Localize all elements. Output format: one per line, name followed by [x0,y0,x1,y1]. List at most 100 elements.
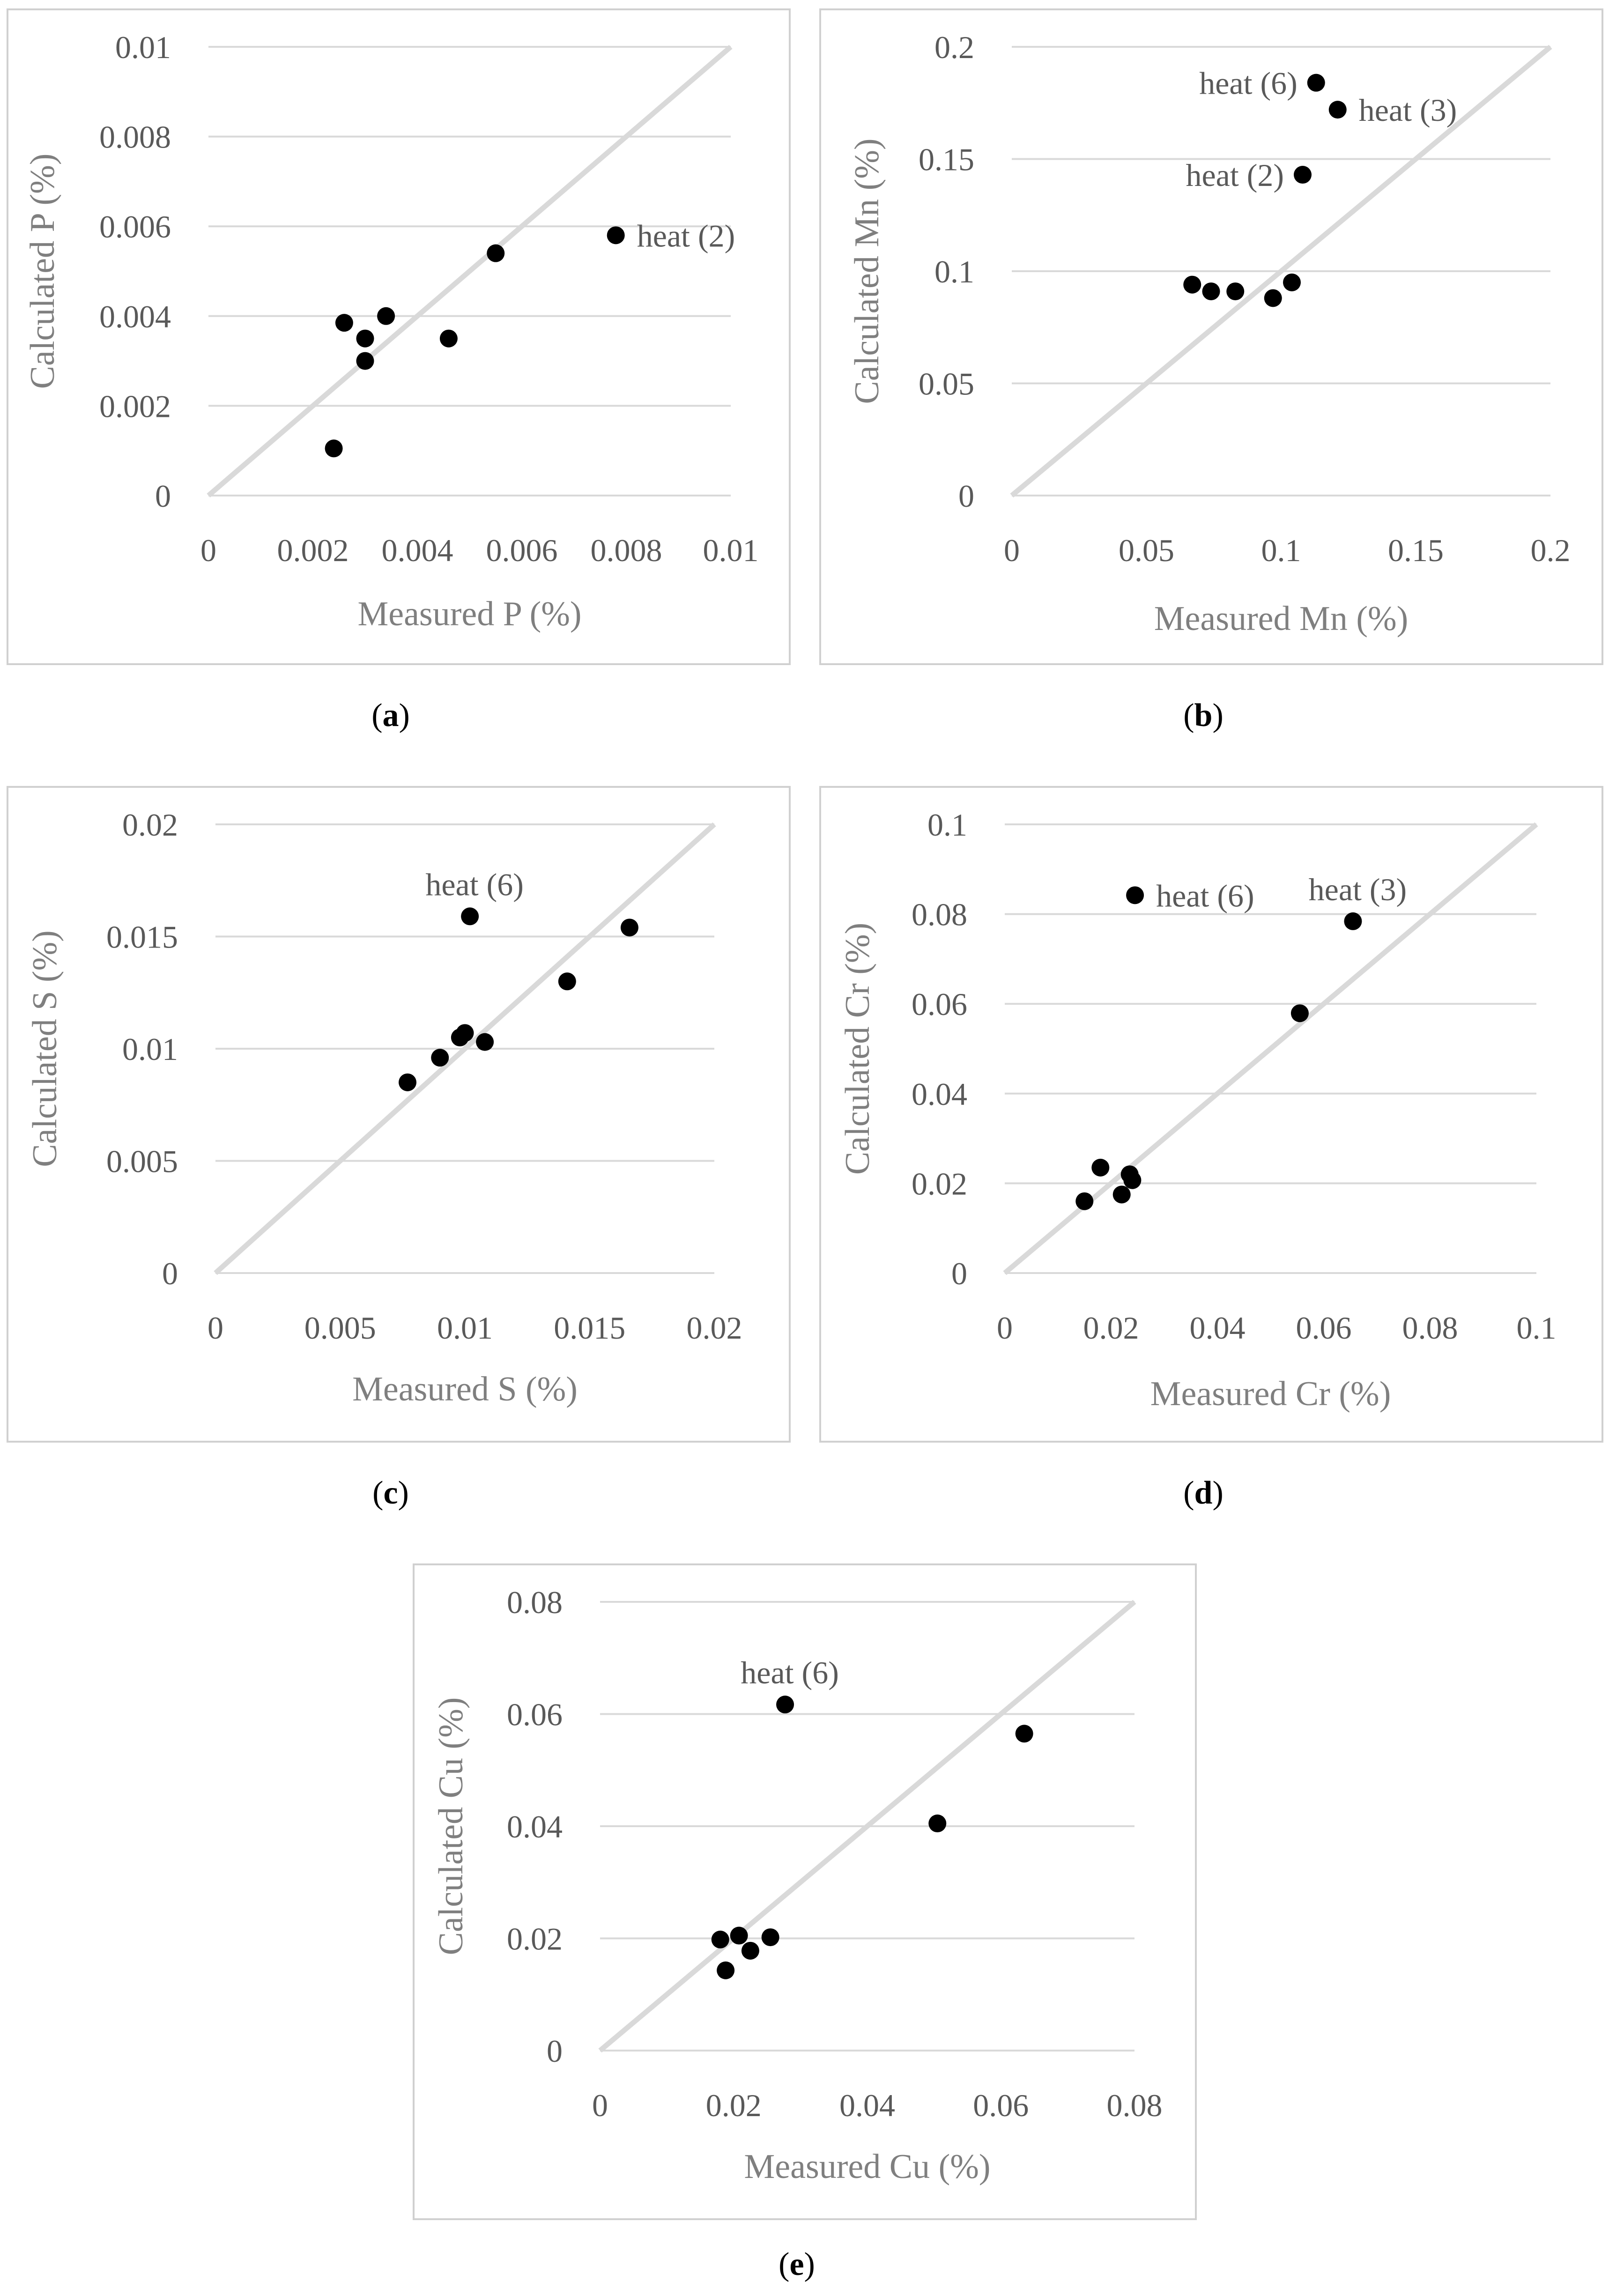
data-point [1307,74,1325,92]
chart-panel-c: 0 0.005 0.01 0.015 0.02 0 0.005 0.01 0.015 0.02 Me… [0,778,796,1527]
data-point [1290,1004,1309,1022]
data-point [1075,1192,1094,1210]
data-point [456,1024,474,1042]
x-axis-title: Measured Cr (%) [1150,1375,1391,1413]
y-tick-label: 0 [958,478,974,514]
y-tick-label: 0.02 [122,807,178,843]
y-tick-label: 0.006 [99,209,171,244]
data-point [1202,282,1220,301]
data-label: heat (3) [1359,92,1457,128]
reference-line [207,44,733,498]
chart-svg-a: 0 0.002 0.004 0.006 0.008 0.01 0 0.002 0.004 0.00… [7,8,791,665]
y-tick-label: 0.004 [99,299,171,334]
chart-frame [7,786,791,1443]
data-point [1264,289,1282,307]
chart-frame [7,8,791,665]
data-point [607,226,625,244]
data-label: heat (6) [741,1655,839,1690]
data-point [1283,273,1301,291]
data-point [325,439,343,458]
chart-panel-a: 0 0.002 0.004 0.006 0.008 0.01 0 0.002 0.004 0.00… [0,0,796,749]
x-tick-label: 0.004 [382,533,453,568]
caption-a: (a) [371,697,410,733]
y-tick-label: 0.05 [919,366,974,402]
reference-line [1010,44,1552,498]
chart-panel-e: 0 0.02 0.04 0.06 0.08 0 0.02 0.04 0.06 0.08 Measur… [406,1555,1202,2296]
x-tick-label: 0 [1004,533,1020,568]
chart-frame [413,1563,1197,2220]
y-tick-label: 0.2 [934,30,974,65]
chart-svg-b: 0 0.05 0.1 0.15 0.2 0 0.05 0.1 0.15 0.2 Measured M… [819,8,1603,665]
data-point [558,972,576,991]
x-tick-label: 0 [208,1310,223,1346]
y-tick-label: 0.008 [99,119,171,155]
x-tick-label: 0 [592,2088,608,2123]
data-point [1294,166,1312,184]
data-point [1091,1158,1110,1177]
chart-frame [819,786,1603,1443]
y-tick-label: 0.1 [934,254,974,289]
reference-line [1003,822,1538,1275]
data-point [399,1073,417,1091]
data-label: heat (2) [637,218,735,253]
x-tick-label: 0.08 [1402,1310,1458,1346]
x-tick-label: 0.02 [687,1310,742,1346]
x-tick-label: 0.01 [437,1310,493,1346]
x-tick-label: 0.04 [839,2088,895,2123]
data-point [1344,912,1362,930]
x-tick-label: 0.015 [554,1310,625,1346]
data-point [711,1930,729,1948]
x-axis-title: Measured Mn (%) [1154,600,1409,638]
x-tick-label: 0.008 [591,533,662,568]
x-tick-label: 0.05 [1119,533,1174,568]
caption-b: (b) [1183,697,1223,733]
chart-panel-b: 0 0.05 0.1 0.15 0.2 0 0.05 0.1 0.15 0.2 Measured M… [813,0,1609,749]
y-tick-label: 0.02 [507,1921,563,1957]
x-axis-title: Measured S (%) [352,1370,578,1408]
x-tick-label: 0.04 [1190,1310,1246,1346]
y-tick-label: 0.02 [912,1166,967,1201]
x-tick-label: 0.006 [486,533,558,568]
chart-frame [819,8,1603,665]
reference-line [598,1600,1136,2053]
y-tick-label: 0.06 [912,986,967,1022]
data-point [928,1815,947,1833]
y-tick-label: 0.08 [507,1585,563,1620]
y-tick-label: 0.002 [99,388,171,424]
y-tick-label: 0 [162,1256,178,1291]
y-tick-label: 0.01 [115,30,171,65]
y-tick-label: 0.1 [927,807,967,843]
chart-svg-d: 0 0.02 0.04 0.06 0.08 0.1 0 0.02 0.04 0.06 0.08 0.1… [819,786,1603,1443]
data-point [356,352,374,370]
data-label: heat (6) [425,867,524,902]
x-axis-title: Measured Cu (%) [744,2148,990,2186]
data-point [1123,1171,1142,1189]
data-label: heat (3) [1309,872,1407,907]
reference-line [214,822,716,1275]
x-tick-label: 0.1 [1261,533,1301,568]
data-point [1328,101,1347,119]
y-tick-label: 0 [155,478,171,514]
data-point [1015,1725,1033,1743]
y-tick-label: 0.01 [122,1031,178,1067]
y-axis-title: Calculated Cr (%) [838,923,877,1175]
data-point [761,1928,779,1947]
chart-panel-d: 0 0.02 0.04 0.06 0.08 0.1 0 0.02 0.04 0.06 0.08 0.1… [813,778,1609,1527]
data-label: heat (6) [1199,66,1298,101]
y-axis-title: Calculated S (%) [26,930,64,1167]
data-point [730,1926,748,1945]
x-tick-label: 0.2 [1531,533,1571,568]
caption-e: (e) [779,2246,815,2282]
y-axis-title: Calculated P (%) [23,154,62,389]
data-point [431,1049,449,1067]
data-point [461,907,479,926]
y-tick-label: 0 [951,1256,967,1291]
data-point [335,314,353,332]
data-point [620,918,638,937]
data-point [356,329,374,348]
y-tick-label: 0.06 [507,1697,563,1733]
y-axis-title: Calculated Cu (%) [432,1697,470,1955]
y-tick-label: 0.04 [507,1809,563,1844]
data-point [1183,275,1201,294]
data-point [1126,886,1144,904]
